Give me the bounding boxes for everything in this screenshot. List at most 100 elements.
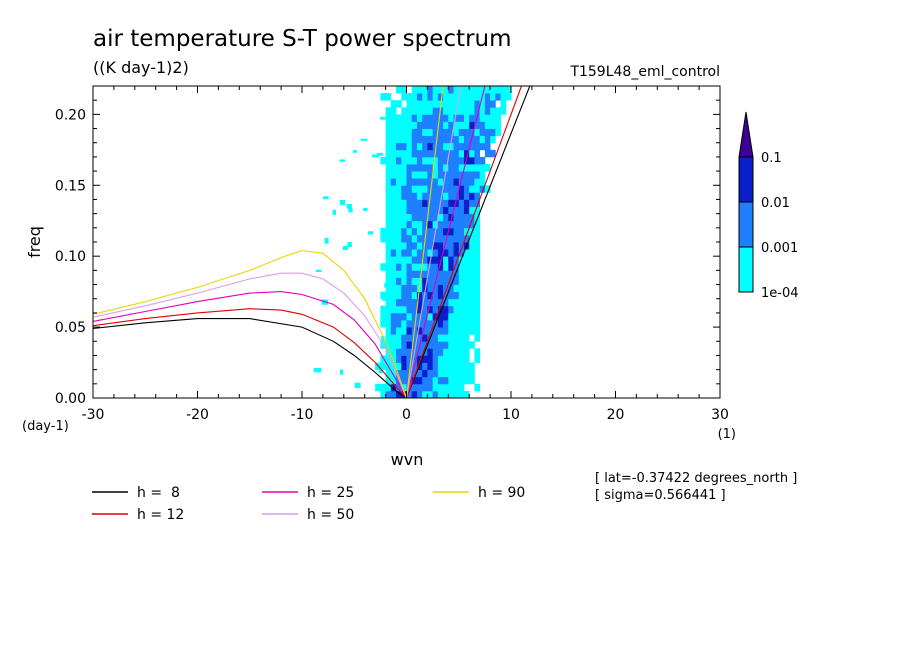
spectrum-cell [406,320,413,328]
spectrum-cell [427,341,434,349]
spectrum-cell [463,263,470,271]
spectrum-cell [385,277,392,285]
spectrum-cell [453,305,460,314]
spectrum-cell [396,213,402,222]
spectrum-cell [427,362,434,371]
spectrum-cell [479,121,486,129]
spectrum-cell [406,142,413,151]
spectrum-cell [453,291,460,300]
spectrum-cell [453,149,460,158]
spectrum-cell [427,383,434,392]
spectrum-cell [458,93,465,101]
spectrum-cell [453,369,460,378]
spectrum-cell [437,362,444,371]
x-tick-label: 10 [502,407,520,423]
spectrum-cell [406,298,413,307]
spectrum-cell [463,171,470,179]
spectrum-cell [479,86,486,94]
spectrum-cell [474,284,481,293]
spectrum-cell [432,206,439,215]
spectrum-cell [416,355,423,363]
spectrum-cell [443,249,449,257]
spectrum-cell [448,362,454,371]
spectrum-cell [443,107,449,115]
spectrum-cell [437,298,444,307]
spectrum-cell [458,312,465,321]
spectrum-cell [411,164,418,172]
spectrum-cell [448,227,454,236]
spectrum-cell [427,369,434,378]
spectrum-cell [474,149,481,158]
spectrum-cell [411,93,418,101]
spectrum-cell [458,341,465,349]
spectrum-cell [346,204,352,209]
spectrum-cell [385,355,392,363]
spectrum-cell [463,199,470,207]
spectrum-cell [396,121,402,129]
spectrum-cell [479,107,486,115]
spectrum-cell [453,93,460,101]
spectrum-cell [453,242,460,250]
spectrum-cell [448,220,454,229]
spectrum-cell [401,270,407,278]
spectrum-cell [432,249,439,257]
spectrum-cell [443,270,449,278]
spectrum-cell [484,100,491,108]
legend-label: h = 12 [137,507,184,523]
spectrum-cell [443,298,449,307]
spectrum-cell [463,341,470,349]
spectrum-cell [432,192,439,200]
spectrum-cell [401,327,407,335]
spectrum-cell [443,369,449,378]
spectrum-cell [427,320,434,328]
spectrum-cell [448,149,454,158]
spectrum-cell [469,242,475,250]
spectrum-cell [406,164,413,172]
spectrum-cell [422,376,428,385]
spectrum-cell [416,213,423,222]
colorbar-swatch [738,246,754,293]
spectrum-cell [422,185,428,193]
spectrum-cell [484,86,491,94]
spectrum-cell [469,291,475,300]
spectrum-cell [385,149,392,158]
spectrum-cell [406,114,413,122]
spectrum-cell [411,376,418,385]
spectrum-cell [422,213,428,222]
spectrum-cell [458,185,465,193]
spectrum-cell [380,320,387,328]
spectrum-cell [422,206,428,215]
spectrum-cell [458,100,465,108]
spectrum-cell [390,234,397,243]
spectrum-cell [380,355,387,363]
spectrum-cell [463,206,470,215]
spectrum-cell [396,142,402,151]
spectrum-cell [390,312,397,321]
spectrum-cell [411,390,418,398]
spectrum-cell [474,199,481,207]
spectrum-cell [427,284,434,293]
spectrum-cell [416,107,423,115]
spectrum-cell [427,327,434,335]
spectrum-cell [474,327,481,335]
x-tick-label: 30 [711,407,729,423]
spectrum-cell [411,199,418,207]
spectrum-cell [443,156,449,165]
spectrum-cell [469,369,475,378]
spectrum-cell [406,128,413,137]
spectrum-cell [376,152,384,156]
spectrum-cell [396,362,402,371]
spectrum-cell [416,334,423,342]
spectrum-cell [448,128,454,137]
spectrum-cell [432,234,439,243]
spectrum-cell [352,150,358,153]
spectrum-cell [437,178,444,186]
spectrum-cell [385,369,392,378]
spectrum-cell [474,220,481,229]
spectrum-cell [453,213,460,222]
spectrum-cell [448,171,454,179]
spectrum-cell [495,128,501,137]
spectrum-cell [448,298,454,307]
spectrum-cell [416,348,423,356]
